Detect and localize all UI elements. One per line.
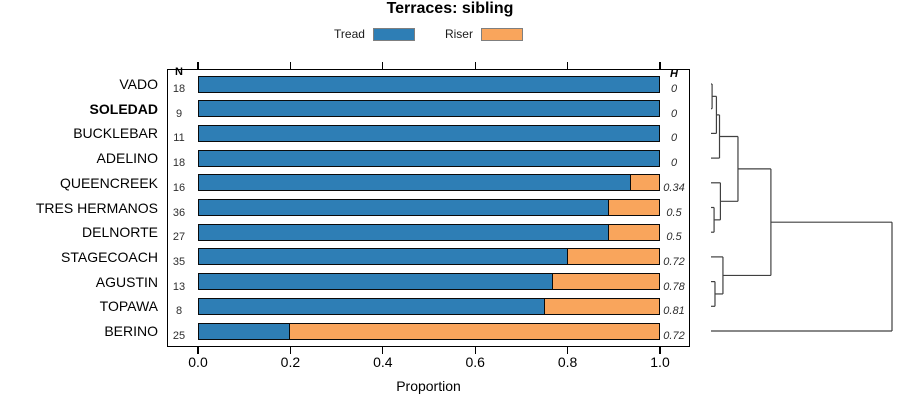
legend-label: Tread xyxy=(334,27,365,41)
bar-segment-tread xyxy=(198,322,290,340)
bar-segment-tread xyxy=(198,124,660,142)
bar-segment-tread xyxy=(198,199,609,216)
bar-segment-tread xyxy=(198,75,660,93)
legend-swatch-riser xyxy=(480,27,523,41)
x-axis-tick-top xyxy=(659,62,661,69)
bar-row xyxy=(198,149,660,167)
x-axis-tick-bottom xyxy=(289,347,291,354)
bar-row xyxy=(198,100,660,118)
category-label: QUEENCREEK xyxy=(59,174,158,191)
category-label: ADELINO xyxy=(96,150,158,167)
x-axis-tick-bottom xyxy=(659,347,661,354)
x-axis-tick-bottom xyxy=(474,347,476,354)
h-value: 0 xyxy=(670,157,678,170)
n-value: 16 xyxy=(172,181,186,194)
bar-segment-tread xyxy=(198,100,660,118)
bar-row xyxy=(198,223,660,241)
bar-row xyxy=(198,248,660,266)
chart-title: Terraces: sibling xyxy=(386,0,514,17)
x-axis-tick-top xyxy=(382,62,384,69)
n-value: 25 xyxy=(172,330,186,342)
category-label: SOLEDAD xyxy=(89,100,158,117)
legend-item: Riser xyxy=(445,27,523,41)
legend: Tread Riser xyxy=(167,26,690,42)
n-value: 35 xyxy=(172,255,186,268)
h-value: 0.72 xyxy=(663,330,685,342)
h-value: 0.5 xyxy=(666,231,682,244)
n-value: 13 xyxy=(172,280,186,293)
n-value: 11 xyxy=(173,132,185,145)
bar-row xyxy=(198,297,660,315)
bar-segment-riser xyxy=(608,223,660,241)
bar-segment-tread xyxy=(198,174,631,192)
bar-row xyxy=(198,199,660,216)
bar-segment-riser xyxy=(552,273,660,291)
h-value: 0.5 xyxy=(666,206,682,219)
bar-segment-tread xyxy=(198,223,609,241)
x-axis-tick-top xyxy=(567,62,569,69)
x-axis-tick-label: 1.0 xyxy=(650,354,670,370)
n-column-header: N xyxy=(175,66,183,78)
bar-segment-riser xyxy=(608,199,660,216)
n-value: 18 xyxy=(172,83,186,95)
n-value: 18 xyxy=(172,157,186,170)
x-axis-tick-label: 0.2 xyxy=(280,354,301,370)
legend-item: Tread xyxy=(334,27,415,41)
bar-segment-riser xyxy=(289,322,660,340)
bar-segment-riser xyxy=(567,248,660,266)
x-axis-tick-top xyxy=(474,62,476,69)
legend-swatch-tread xyxy=(372,27,415,41)
category-label: VADO xyxy=(119,76,158,92)
h-value: 0.72 xyxy=(663,255,685,268)
n-value: 9 xyxy=(175,107,183,120)
n-value: 8 xyxy=(175,305,183,318)
bar-row xyxy=(198,124,660,142)
bar-segment-tread xyxy=(198,248,568,266)
bar-segment-tread xyxy=(198,149,660,167)
bar-row xyxy=(198,273,660,291)
x-axis-title: Proportion xyxy=(396,378,461,394)
h-value: 0.81 xyxy=(663,305,685,318)
n-value: 27 xyxy=(172,231,186,244)
x-axis-tick-label: 0.4 xyxy=(373,354,393,370)
bar-segment-riser xyxy=(544,297,660,315)
bar-row xyxy=(198,322,660,340)
category-label: DELNORTE xyxy=(82,224,158,241)
plot-frame xyxy=(167,69,690,347)
category-label: STAGECOACH xyxy=(61,248,158,265)
x-axis-tick-top xyxy=(197,62,199,69)
category-label: TOPAWA xyxy=(99,298,158,315)
category-label: TRES HERMANOS xyxy=(35,199,158,216)
h-value: 0 xyxy=(670,132,678,145)
h-value: 0 xyxy=(670,107,678,120)
h-value: 0.78 xyxy=(663,280,685,293)
legend-label: Riser xyxy=(444,27,473,41)
bar-row xyxy=(198,75,660,93)
x-axis-tick-label: 0.0 xyxy=(188,354,208,370)
category-label: BERINO xyxy=(104,323,158,339)
x-axis-tick-top xyxy=(289,62,291,69)
bar-segment-riser xyxy=(630,174,660,192)
h-value: 0 xyxy=(670,83,678,95)
x-axis-tick-label: 0.6 xyxy=(465,354,485,370)
category-label: AGUSTIN xyxy=(95,273,158,290)
h-column-header: H xyxy=(670,68,678,80)
category-label: BUCKLEBAR xyxy=(73,125,158,142)
bar-row xyxy=(198,174,660,192)
x-axis-tick-bottom xyxy=(567,347,569,354)
n-value: 36 xyxy=(172,206,186,219)
x-axis-tick-bottom xyxy=(382,347,384,354)
x-axis-tick-bottom xyxy=(197,347,199,354)
bar-segment-tread xyxy=(198,273,553,291)
bar-segment-tread xyxy=(198,297,545,315)
x-axis-tick-label: 0.8 xyxy=(557,354,578,370)
h-value: 0.34 xyxy=(663,181,685,194)
